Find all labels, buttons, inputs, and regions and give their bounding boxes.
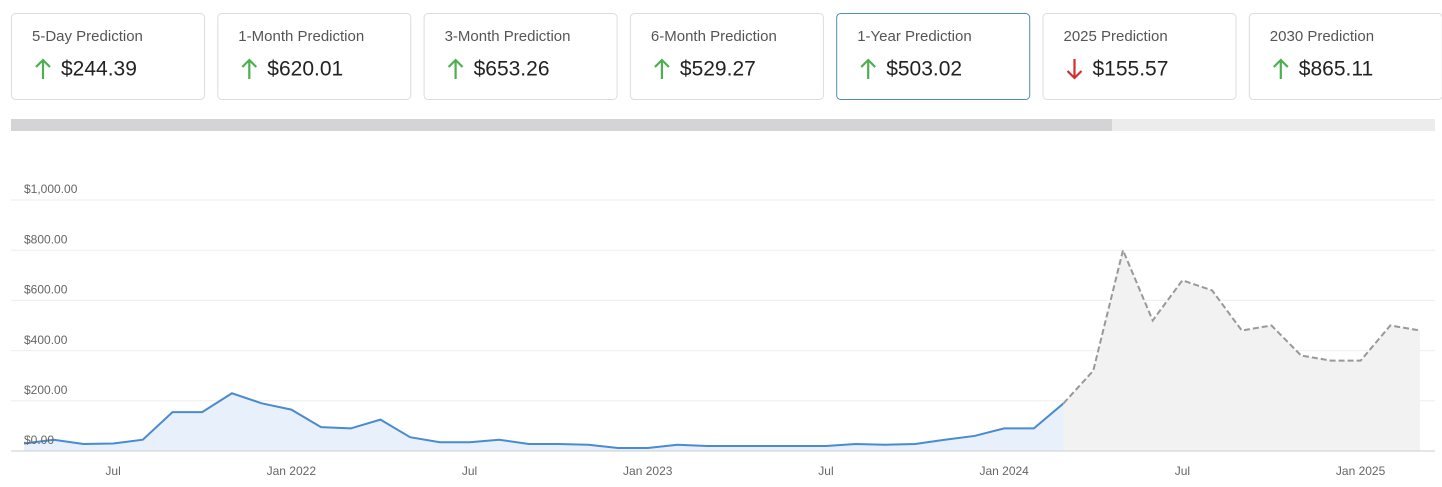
y-tick-label: $1,000.00: [24, 182, 78, 196]
prediction-card[interactable]: 2030 Prediction $865.11: [1248, 13, 1442, 100]
card-label: 1-Month Prediction: [238, 28, 364, 45]
x-tick-label: Jan 2023: [623, 464, 673, 478]
card-box[interactable]: [11, 13, 205, 100]
card-box[interactable]: [1042, 13, 1237, 100]
x-tick-label: Jul: [462, 464, 477, 478]
card-label: 5-Day Prediction: [32, 28, 143, 45]
card-label: 1-Year Prediction: [857, 28, 972, 45]
y-tick-label: $400.00: [24, 333, 68, 347]
card-label: 6-Month Prediction: [651, 28, 777, 45]
card-value: $155.57: [1093, 58, 1169, 81]
line: [1062, 247, 1421, 404]
card-value: $529.27: [680, 58, 756, 81]
x-tick-label: Jul: [105, 464, 120, 478]
card-value: $653.26: [474, 58, 550, 81]
prediction-card[interactable]: 5-Day Prediction $244.39: [11, 13, 205, 100]
card-box[interactable]: [836, 13, 1031, 100]
arrow-up: [860, 58, 876, 79]
card-box[interactable]: [423, 13, 618, 100]
area: [24, 393, 1064, 451]
x-tick-label: Jan 2025: [1336, 464, 1386, 478]
x-tick-label: Jul: [1175, 464, 1190, 478]
arrow-up: [447, 58, 464, 79]
y-tick-label: $600.00: [24, 283, 68, 297]
card-value: $503.02: [886, 58, 962, 81]
card-value: $865.11: [1299, 58, 1373, 81]
arrow-up: [1273, 58, 1289, 79]
x-tick-label: Jan 2022: [267, 464, 317, 478]
prediction-card[interactable]: 3-Month Prediction $653.26: [423, 13, 618, 100]
x-tick-label: Jul: [818, 464, 833, 478]
arrow-up: [241, 58, 258, 79]
arrow-up: [35, 58, 51, 79]
card-box[interactable]: [629, 13, 824, 100]
y-tick-label: $0.00: [24, 433, 54, 447]
arrow-up: [654, 58, 670, 79]
card-box[interactable]: [217, 13, 412, 100]
card-label: 2025 Prediction: [1064, 28, 1168, 45]
scroll-thumb[interactable]: [11, 119, 1112, 131]
y-tick-label: $200.00: [24, 383, 68, 397]
prediction-card[interactable]: 1-Year Prediction $503.02: [836, 13, 1031, 100]
card-label: 3-Month Prediction: [445, 28, 571, 45]
line: [23, 392, 1065, 449]
card-value: $620.01: [267, 58, 343, 81]
prediction-card[interactable]: 6-Month Prediction $529.27: [629, 13, 824, 100]
x-tick-label: Jan 2024: [979, 464, 1029, 478]
card-value: $244.39: [61, 58, 137, 81]
prediction-card[interactable]: 1-Month Prediction $620.01: [217, 13, 412, 100]
y-tick-label: $800.00: [24, 232, 68, 246]
arrow-down: [1066, 59, 1083, 80]
card-label: 2030 Prediction: [1270, 28, 1374, 45]
area: [1063, 250, 1420, 451]
prediction-card[interactable]: 2025 Prediction $155.57: [1042, 13, 1237, 100]
card-box[interactable]: [1248, 13, 1442, 100]
